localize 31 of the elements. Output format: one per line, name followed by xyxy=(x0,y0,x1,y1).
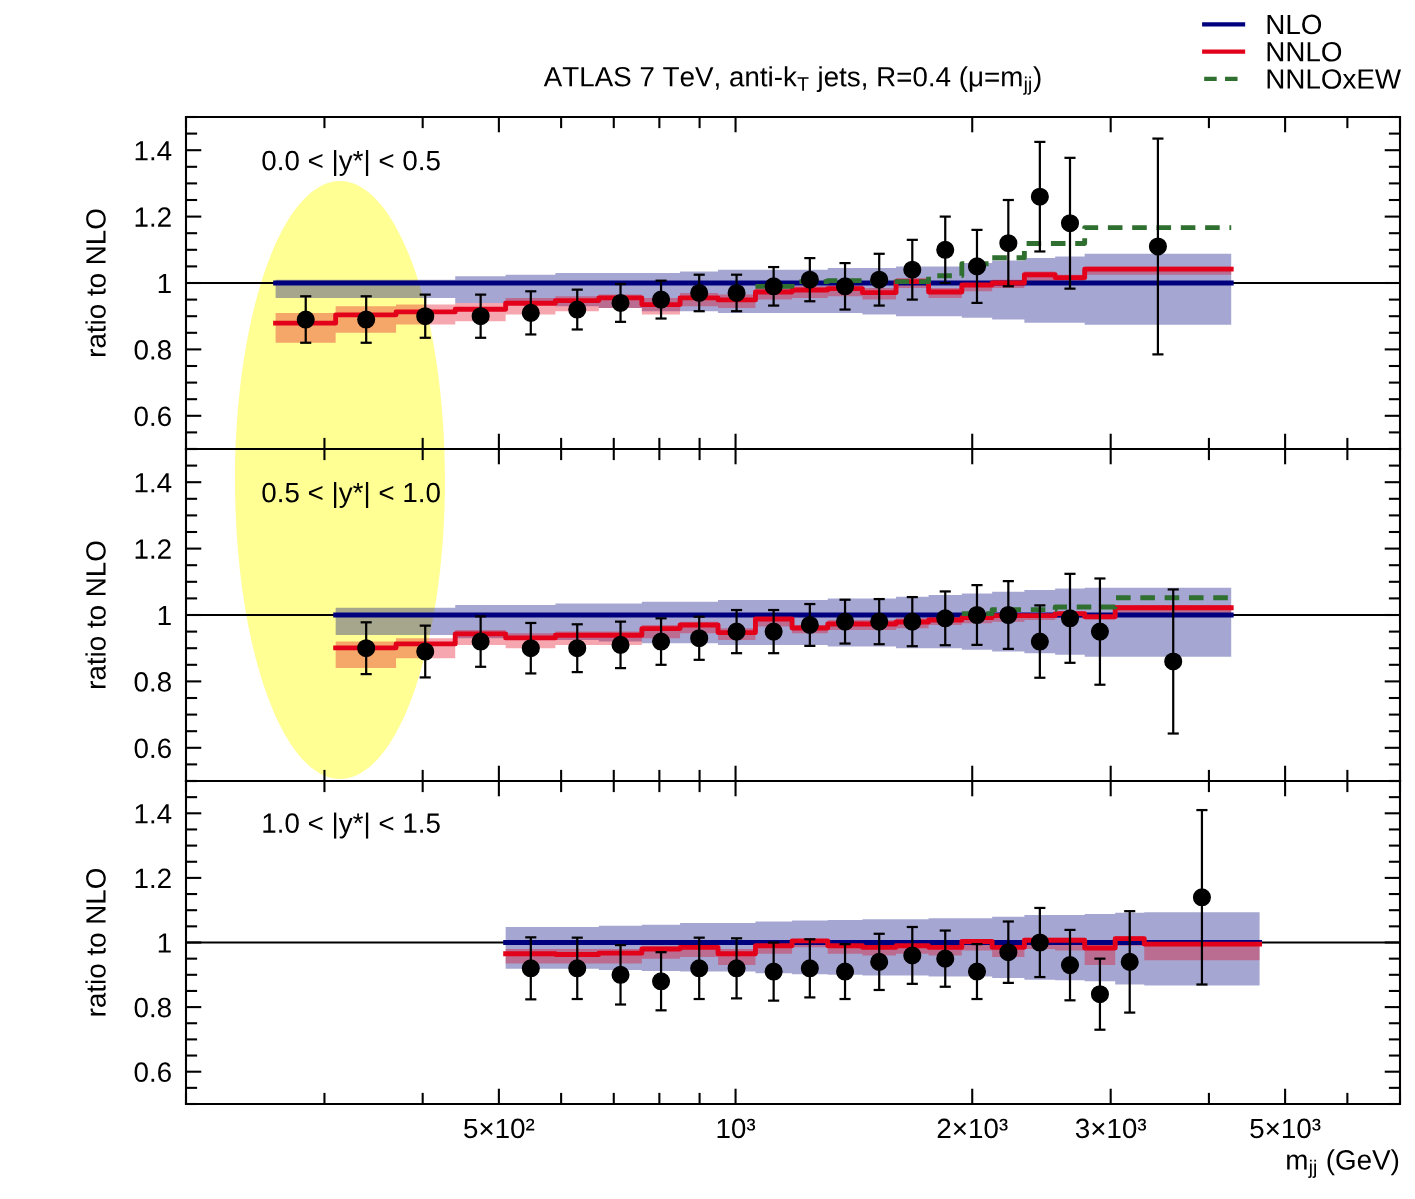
y-tick-label: 0.6 xyxy=(134,738,171,759)
y-tick-label: 0.6 xyxy=(134,1062,171,1083)
x-tick-label: 2×10³ xyxy=(937,1118,1008,1139)
legend-label: NLO xyxy=(1267,14,1322,35)
y-tick-label: 1.2 xyxy=(135,539,171,559)
x-axis-title: m$_{jj}$ (GeV) xyxy=(1287,1149,1399,1178)
y-axis-title: ratio to NLO xyxy=(85,541,106,689)
y-tick-label: 1.2 xyxy=(135,868,171,888)
y-tick-label: 0.6 xyxy=(134,406,171,427)
y-tick-label: 1.4 xyxy=(135,141,172,161)
annotation: 0.0 < |y*| < 0.5 xyxy=(262,149,440,177)
y-tick-label: 0.8 xyxy=(134,340,171,360)
legend-label: NNLOxEW xyxy=(1267,69,1402,89)
chart-title: ATLAS 7 TeV, anti-k$_{T}$ jets, R=0.4 (μ=m$_{jj}$) xyxy=(543,66,1041,95)
y-tick-label: 0.8 xyxy=(134,672,171,692)
annotation: 0.5 < |y*| < 1.0 xyxy=(262,481,440,509)
legend-label: NNLO xyxy=(1267,41,1342,62)
y-axis-title: ratio to NLO xyxy=(85,209,106,357)
y-tick-label: 1.4 xyxy=(135,804,172,824)
x-tick-label: 10³ xyxy=(717,1118,756,1139)
y-tick-label: 1.2 xyxy=(135,207,171,227)
y-tick-label: 1 xyxy=(158,273,171,294)
y-tick-label: 1 xyxy=(158,605,171,626)
annotation: 1.0 < |y*| < 1.5 xyxy=(263,812,440,839)
y-tick-label: 1 xyxy=(158,933,171,953)
x-tick-label: 3×10³ xyxy=(1075,1118,1147,1139)
y-tick-label: 1.4 xyxy=(135,473,172,493)
x-tick-label: 5×10³ xyxy=(1250,1118,1321,1139)
y-tick-label: 0.8 xyxy=(134,997,171,1018)
x-tick-label: 5×10² xyxy=(464,1118,535,1139)
y-axis-title: ratio to NLO xyxy=(85,868,106,1016)
